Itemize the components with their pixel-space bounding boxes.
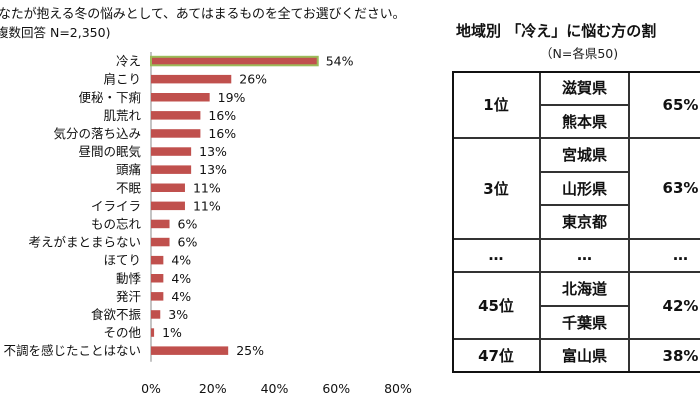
value-label: 4% (171, 271, 191, 286)
category-label: 動悸 (116, 271, 142, 286)
prefecture-cell: 東京都 (540, 205, 629, 239)
value-label: 16% (208, 126, 236, 141)
bar (151, 219, 170, 229)
value-label: 11% (193, 198, 221, 213)
bar (151, 255, 164, 265)
category-label: 食欲不振 (91, 307, 142, 322)
prefecture-cell: 熊本県 (540, 104, 629, 138)
chart-title: なたが抱える冬の悩みとして、あてはまるものを全てお選びください。 (0, 7, 406, 22)
bar (151, 111, 201, 120)
x-tick-label: 60% (322, 381, 350, 396)
value-label: 4% (171, 253, 191, 268)
bar (151, 346, 229, 355)
category-label: イライラ (91, 198, 141, 213)
category-label: 考えがまとまらない (28, 235, 141, 250)
bar (151, 147, 192, 156)
value-label: 16% (208, 108, 236, 123)
rank-cell: … (452, 238, 540, 272)
bar (151, 201, 185, 211)
bar (151, 292, 164, 301)
category-label: もの忘れ (91, 216, 142, 231)
bar (151, 274, 164, 283)
value-label: 54% (326, 54, 354, 69)
bar (151, 129, 201, 138)
value-label: 4% (171, 289, 191, 304)
bar (151, 310, 161, 319)
value-label: 13% (199, 162, 227, 177)
value-label: 6% (178, 235, 198, 250)
value-label: 19% (218, 90, 246, 105)
x-tick-label: 20% (199, 381, 227, 396)
value-label: 3% (168, 307, 188, 322)
category-label: 便秘・下痢 (78, 90, 141, 105)
x-tick-label: 80% (384, 381, 412, 396)
percent-cell: 63% (629, 138, 700, 239)
prefecture-cell: 富山県 (540, 339, 629, 373)
value-label: 13% (199, 144, 227, 159)
category-label: 頭痛 (116, 162, 141, 177)
bar (151, 165, 192, 174)
rank-cell: 47位 (452, 339, 540, 373)
x-tick-label: 0% (141, 381, 161, 396)
prefecture-cell: 北海道 (540, 272, 629, 306)
category-label: 冷え (116, 54, 141, 69)
category-label: 発汗 (116, 289, 141, 304)
ranking-table: 1位 滋賀県 熊本県 65% 3位 宮城県 山形県 東京都 63%……… 45位 北海道 千葉県 42%… (452, 71, 700, 373)
percent-cell: … (629, 238, 700, 272)
percent-cell: 65% (629, 71, 700, 138)
category-label: 不眠 (116, 180, 142, 195)
category-label: 不調を感じたことはない (3, 343, 141, 358)
prefecture-cell: 千葉県 (540, 305, 629, 339)
value-label: 1% (162, 325, 182, 340)
prefecture-cell: 滋賀県 (540, 71, 629, 105)
category-label: 気分の落ち込み (53, 126, 141, 141)
category-label: 昼間の眠気 (78, 144, 141, 159)
prefecture-cell: 山形県 (540, 171, 629, 205)
bar (150, 55, 319, 67)
percent-cell: 42% (629, 272, 700, 339)
x-tick-label: 40% (261, 381, 289, 396)
value-label: 25% (236, 343, 264, 358)
bar (151, 93, 210, 102)
chart-note: 複数回答 N=2,350) (0, 25, 111, 40)
winter-concerns-bar-chart: 冷え 54% 肩こり 26% 便秘・下痢 19% 肌荒れ 16% 気分の落ち込み 16% 昼間の眠気… (3, 52, 412, 396)
category-label: ほてり (103, 253, 141, 268)
prefecture-cell: 宮城県 (540, 138, 629, 172)
bar (151, 328, 155, 337)
bar (151, 237, 170, 247)
rank-cell: 3位 (452, 138, 540, 239)
value-label: 6% (178, 216, 198, 231)
bar (151, 183, 185, 192)
value-label: 26% (239, 72, 267, 87)
category-label: 肌荒れ (103, 108, 141, 123)
bar (151, 74, 232, 84)
percent-cell: 38% (629, 339, 700, 373)
rank-cell: 1位 (452, 71, 540, 138)
value-label: 11% (193, 180, 221, 195)
ranking-title: 地域別 「冷え」に悩む方の割 (456, 22, 657, 40)
ranking-subtitle: （N=各県50) (540, 46, 619, 61)
category-label: 肩こり (103, 72, 141, 87)
category-label: その他 (103, 325, 141, 340)
prefecture-cell: … (540, 238, 629, 272)
rank-cell: 45位 (452, 272, 540, 339)
